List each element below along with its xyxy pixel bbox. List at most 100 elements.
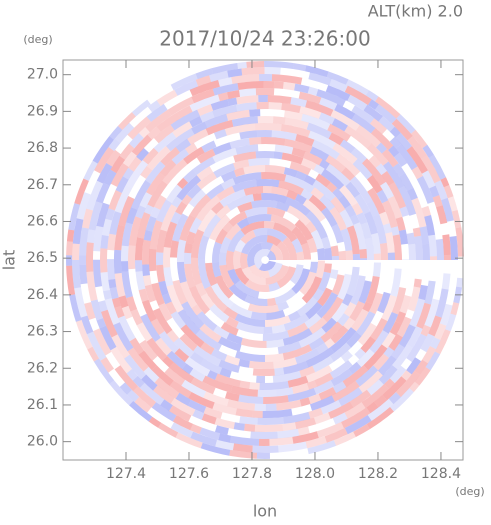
echo-cell xyxy=(233,250,241,269)
echo-cell xyxy=(114,250,122,274)
echo-cell xyxy=(265,67,281,75)
echo-cell xyxy=(255,424,283,432)
echo-cell xyxy=(163,247,171,268)
echo-cell xyxy=(264,81,275,88)
echo-cell xyxy=(359,249,367,259)
echo-cell xyxy=(258,390,277,398)
echo-cell xyxy=(422,244,430,260)
x-tick-label: 127.4 xyxy=(106,466,146,482)
echo-cell xyxy=(107,250,114,259)
x-axis-label: lon xyxy=(253,502,277,521)
echo-cell xyxy=(324,263,332,273)
echo-cell xyxy=(311,252,319,260)
echo-cell xyxy=(269,102,282,110)
echo-cell xyxy=(79,255,86,265)
echo-cell xyxy=(374,254,381,261)
y-tick-label: 26.2 xyxy=(27,360,58,376)
echo-cell xyxy=(339,251,347,260)
echo-cell xyxy=(331,245,339,256)
echo-cell xyxy=(265,376,273,383)
echo-cell xyxy=(252,411,263,419)
echo-cell xyxy=(401,244,409,260)
echo-cell xyxy=(100,235,108,249)
echo-cell xyxy=(184,243,192,253)
echo-cell xyxy=(430,256,437,260)
echo-cell xyxy=(244,424,255,432)
echo-cell xyxy=(274,368,284,376)
echo-cell xyxy=(255,404,266,411)
echo-cell xyxy=(249,109,260,117)
echo-cell xyxy=(121,246,129,262)
y-tick-label: 26.9 xyxy=(27,103,58,119)
echo-cell xyxy=(66,255,72,265)
echo-cell xyxy=(257,130,272,137)
echo-cell xyxy=(135,260,143,271)
echo-cell xyxy=(408,244,416,260)
echo-cell xyxy=(86,242,94,272)
echo-cell xyxy=(237,62,247,69)
y-unit: (deg) xyxy=(23,33,52,46)
echo-cell xyxy=(72,244,80,261)
echo-cell xyxy=(121,261,129,272)
echo-cell xyxy=(128,245,136,269)
echo-cell xyxy=(108,279,116,288)
echo-cell xyxy=(246,61,264,68)
y-tick-label: 26.0 xyxy=(27,434,58,450)
echo-cell xyxy=(252,446,278,453)
echo-cell xyxy=(266,404,277,411)
echo-cell xyxy=(258,417,284,425)
x-tick-label: 128.4 xyxy=(421,466,461,482)
y-tick-label: 26.3 xyxy=(27,324,58,340)
y-tick-label: 26.5 xyxy=(27,250,58,266)
y-tick-label: 27.0 xyxy=(27,67,58,83)
echo-cell xyxy=(255,123,282,131)
y-axis-label: lat xyxy=(0,250,19,271)
echo-cell xyxy=(250,431,277,439)
echo-cell xyxy=(273,116,286,124)
echo-cell xyxy=(414,279,422,288)
echo-cell xyxy=(264,221,275,229)
echo-cell xyxy=(253,368,275,376)
echo-cell xyxy=(256,102,268,109)
echo-cell xyxy=(256,88,274,95)
echo-cell xyxy=(274,151,283,159)
echo-cell xyxy=(249,137,261,145)
echo-cell xyxy=(304,259,311,260)
echo-cell xyxy=(93,251,100,260)
echo-cell xyxy=(156,252,163,265)
echo-cell xyxy=(257,453,270,459)
echo-cell xyxy=(274,81,284,89)
echo-cell xyxy=(332,256,339,260)
echo-cell xyxy=(256,376,265,383)
chart-title: 2017/10/24 23:26:00 xyxy=(159,27,370,51)
echo-cell xyxy=(436,239,444,260)
y-tick-label: 26.8 xyxy=(27,140,58,156)
x-tick-label: 128.2 xyxy=(358,466,398,482)
echo-cell xyxy=(184,253,191,264)
echo-cell xyxy=(346,250,354,260)
echo-cell xyxy=(249,382,259,390)
echo-cell xyxy=(66,241,73,255)
echo-cell xyxy=(149,249,157,271)
x-unit: (deg) xyxy=(455,485,484,498)
echo-cell xyxy=(317,248,325,260)
echo-cell xyxy=(373,263,381,278)
echo-cell xyxy=(442,273,451,289)
echo-cell xyxy=(253,193,262,201)
echo-cell xyxy=(353,254,360,260)
echo-cell xyxy=(107,259,115,280)
echo-cell xyxy=(380,243,388,260)
x-tick-label: 127.8 xyxy=(232,466,272,482)
echo-cell xyxy=(259,74,272,81)
echo-cell xyxy=(339,259,346,260)
echo-field xyxy=(66,61,464,459)
echo-cell xyxy=(444,255,451,260)
x-tick-label: 128.0 xyxy=(295,466,335,482)
echo-cell xyxy=(142,264,150,276)
echo-cell xyxy=(324,248,332,260)
echo-cell xyxy=(415,265,423,280)
echo-cell xyxy=(360,258,367,260)
echo-cell xyxy=(263,186,272,193)
echo-cell xyxy=(258,95,268,102)
